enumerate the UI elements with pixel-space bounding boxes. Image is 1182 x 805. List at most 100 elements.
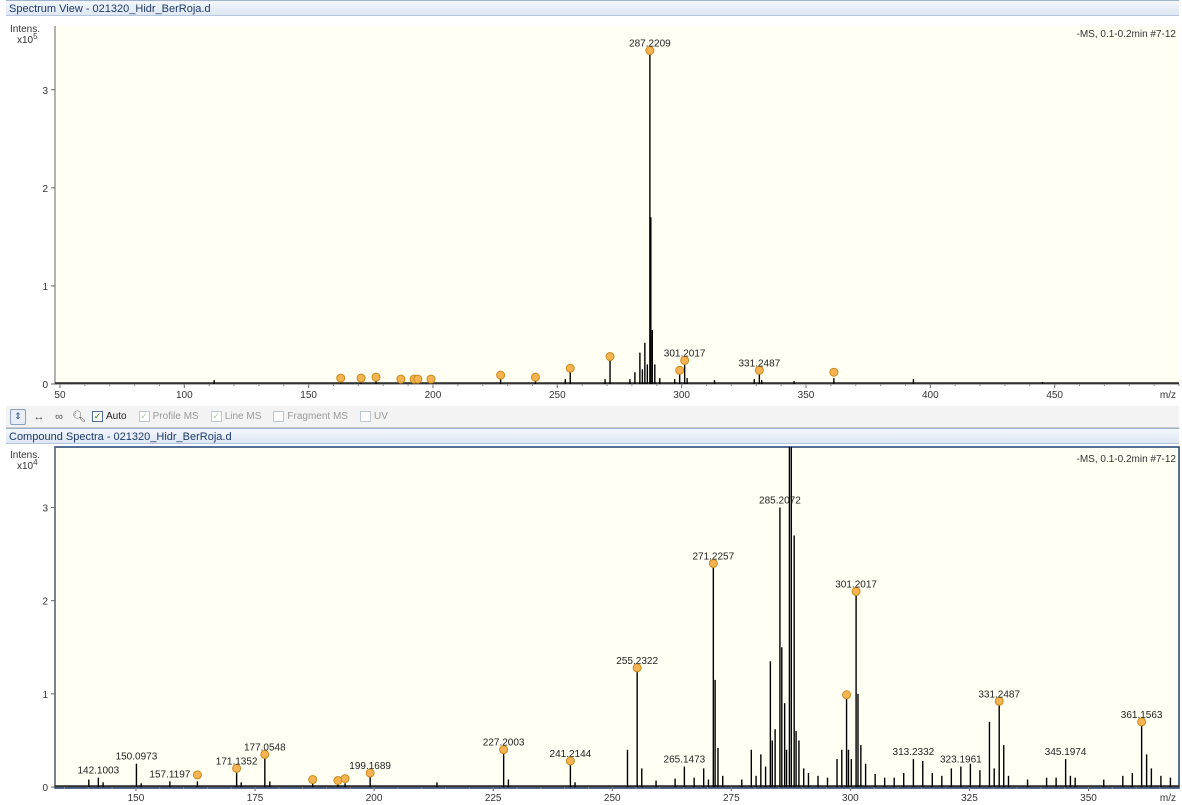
bottom-peak-marker[interactable] [842,690,852,700]
bottom-peak-marker[interactable] [994,696,1004,706]
bottom-peak-label: 331.2487 [978,689,1020,700]
top-peak-marker[interactable] [645,46,655,56]
bottom-peak-label: 255.2322 [616,656,658,667]
top-y-scale: x105 [17,32,38,46]
top-peak-marker[interactable] [426,374,436,384]
bottom-peak-marker[interactable] [499,745,509,755]
bottom-y-tick-label: 2 [42,597,48,608]
top-peak-marker[interactable] [356,373,366,383]
bottom-peak-marker[interactable] [632,663,642,673]
top-peak-marker[interactable] [565,363,575,373]
bottom-peak-marker[interactable] [308,775,318,785]
top-peak-marker[interactable] [530,372,540,382]
top-spectrum-chart[interactable]: Intens. x105 -MS, 0.1-0.2min #7-12 m/z 5… [0,16,1182,406]
bottom-axes: 150 175 200 225 250 275 300 325 350 0 1 2 3 [42,447,1179,804]
top-peak-marker[interactable] [829,367,839,377]
profile-ms-label: Profile MS [152,411,199,422]
magnifier-icon[interactable]: 🔍︎ [72,411,86,423]
profile-ms-check-icon: ✓ [138,411,150,422]
top-x-tick-label: 200 [425,390,442,401]
link-icon[interactable]: ∞ [55,410,63,423]
line-ms-check-icon: ✓ [210,411,222,422]
bottom-peak-label: 345.1974 [1045,747,1087,758]
fragment-ms-checkbox[interactable]: Fragment MS [273,411,348,422]
bottom-x-tick-label: 175 [247,793,264,804]
bottom-peak-marker[interactable] [365,768,375,778]
top-y-tick-label: 2 [42,184,48,195]
bottom-peak-marker[interactable] [192,770,202,780]
bottom-peak-label: 323.1961 [940,755,982,766]
top-peak-marker[interactable] [754,365,764,375]
bottom-x-tick-label: 250 [604,793,621,804]
line-ms-label: Line MS [224,411,262,422]
bottom-peaks [88,447,1172,787]
top-header-info: -MS, 0.1-0.2min #7-12 [1077,29,1177,40]
bottom-peak-label: 142.1003 [77,766,119,777]
spectrum-toolbar: ⇕ ↔ ∞ 🔍︎ ✓ Auto ✓ Profile MS ✓ Line MS Frag… [6,406,1179,428]
bottom-x-tick-label: 325 [961,793,978,804]
bottom-peak-label: 241.2144 [550,749,592,760]
bottom-peak-marker[interactable] [851,586,861,596]
top-peak-marker[interactable] [675,365,685,375]
top-x-tick-label: 300 [673,390,690,401]
top-peak-label: 331.2487 [739,358,781,369]
bottom-y-tick-label: 3 [42,504,48,515]
top-x-tick-label: 400 [922,390,939,401]
top-x-tick-label: 100 [176,390,193,401]
top-x-tick-label: 450 [1046,390,1063,401]
bottom-y-tick-label: 0 [42,783,48,794]
top-x-unit: m/z [1160,390,1176,401]
bottom-x-tick-label: 350 [1080,793,1097,804]
top-peak-marker[interactable] [371,372,381,382]
top-peak-labels: 287.2209 301.2017 331.2487 [629,39,781,370]
auto-check-icon: ✓ [92,411,103,422]
top-y-label: Intens. [10,24,40,35]
bottom-markers [192,558,1147,785]
bottom-peak-marker[interactable] [232,763,242,773]
bottom-peak-marker[interactable] [340,774,350,784]
auto-label: Auto [106,411,127,422]
uv-checkbox[interactable]: UV [359,411,388,422]
bottom-y-tick-label: 1 [42,690,48,701]
bottom-x-tick-label: 275 [723,793,740,804]
auto-checkbox[interactable]: ✓ Auto [92,411,127,422]
bottom-peak-labels: 142.1003 150.0973 157.1197 171.1352 177.0548… [77,496,1162,781]
top-x-tick-label: 350 [798,390,815,401]
bottom-peak-label: 150.0973 [116,752,158,763]
bottom-peak-marker[interactable] [1137,717,1147,727]
top-peak-marker[interactable] [680,355,690,365]
bottom-header-info: -MS, 0.1-0.2min #7-12 [1077,454,1177,465]
bottom-peak-marker[interactable] [260,749,270,759]
top-peak-marker[interactable] [336,373,346,383]
profile-ms-checkbox[interactable]: ✓ Profile MS [138,411,199,422]
bottom-x-unit: m/z [1160,793,1176,804]
top-axes: 50 100 150 200 250 300 350 400 450 0 1 2 3 [42,26,1180,401]
bottom-peak-label: 313.2332 [893,747,935,758]
bottom-panel-title: Compound Spectra - 021320_Hidr_BerRoja.d [6,428,1179,444]
top-peak-marker[interactable] [396,374,406,384]
uv-label: UV [373,411,388,422]
bottom-plot-area[interactable] [54,446,1180,789]
bottom-peak-label: 301.2017 [835,579,877,590]
top-y-tick-label: 3 [42,86,48,97]
top-peak-label: 301.2017 [664,348,706,359]
top-peak-marker[interactable] [605,352,615,362]
zoom-fit-icon[interactable]: ⇕ [10,408,26,425]
top-peak-marker[interactable] [496,370,506,380]
bottom-spectrum-chart[interactable]: Intens. x104 -MS, 0.1-0.2min #7-12 m/z 1… [0,444,1182,805]
top-peak-marker[interactable] [413,374,423,384]
bottom-peak-label: 157.1197 [149,769,190,780]
top-x-tick-label: 50 [54,390,66,401]
top-x-tick-label: 250 [549,390,566,401]
top-plot-area[interactable] [55,26,1179,384]
bottom-peak-marker[interactable] [565,756,575,766]
top-peak-label: 287.2209 [629,39,671,50]
pan-icon[interactable]: ↔ [33,410,45,423]
bottom-peak-label: 361.1563 [1121,710,1163,721]
bottom-peak-marker[interactable] [708,558,718,568]
bottom-peak-label: 199.1689 [349,761,391,772]
line-ms-checkbox[interactable]: ✓ Line MS [210,411,262,422]
fragment-ms-label: Fragment MS [287,411,348,422]
bottom-peak-label: 271.2257 [692,551,734,562]
bottom-peak-label: 171.1352 [216,756,258,767]
